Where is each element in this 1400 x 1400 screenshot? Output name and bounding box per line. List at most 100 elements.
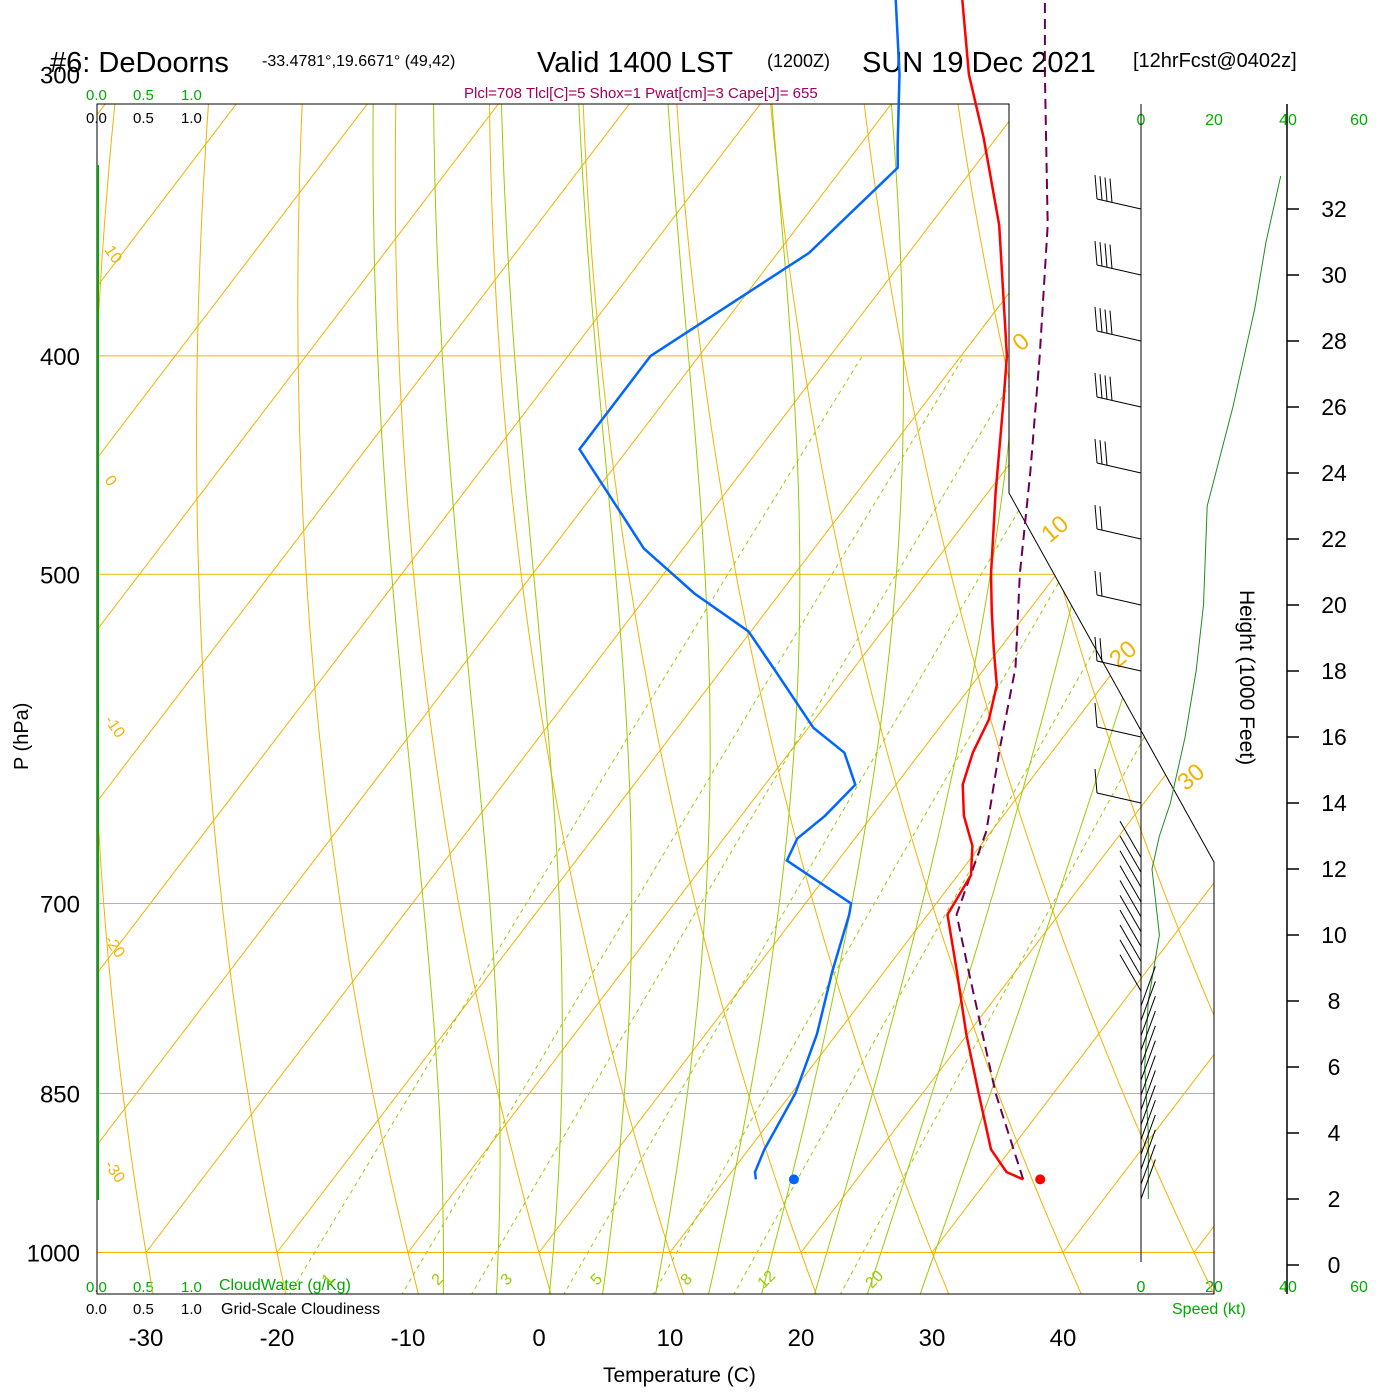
wind-barb xyxy=(1140,1085,1156,1125)
height-axis-title: Height (1000 Feet) xyxy=(1235,590,1258,765)
plot-area xyxy=(97,104,1214,1294)
wind-barb xyxy=(1096,528,1142,540)
temperature-tick-label: -10 xyxy=(391,1325,426,1352)
wind-barb xyxy=(1096,264,1142,276)
isotherm-line xyxy=(97,104,818,1253)
wind-barb xyxy=(1119,954,1142,992)
mixing-ratio-label: 12 xyxy=(755,1267,780,1292)
pressure-tick-label: 400 xyxy=(40,344,80,371)
isotherm-line xyxy=(97,104,1214,1253)
wind-barb-flag xyxy=(1094,636,1098,662)
wind-barb xyxy=(1140,1055,1156,1096)
temperature-tick-label: 0 xyxy=(532,1325,545,1352)
speed-tick-top-2: 40 xyxy=(1279,112,1297,129)
valid-time: Valid 1400 LST xyxy=(537,47,733,79)
station-title: #6: DeDoorns xyxy=(50,47,229,79)
dry-adiabat-line xyxy=(841,104,1214,1294)
wind-barb-flag xyxy=(1099,374,1103,399)
isotherm-line xyxy=(407,104,1214,1253)
isotherm-line xyxy=(669,104,1214,1253)
wind-barb-flag xyxy=(1094,768,1098,794)
height-tick-label: 14 xyxy=(1321,790,1347,816)
isotherm-line xyxy=(97,104,1214,1253)
wind-barb-flag xyxy=(1104,375,1108,400)
wind-barb xyxy=(1096,462,1142,474)
temperature-tick-label: 40 xyxy=(1050,1325,1077,1352)
height-tick-label: 4 xyxy=(1328,1120,1341,1146)
wind-barb xyxy=(1140,1144,1156,1185)
wind-barb-flag xyxy=(1109,244,1113,269)
height-tick-label: 28 xyxy=(1321,328,1347,354)
isotherm-line xyxy=(97,104,1080,1253)
height-tick-label: 30 xyxy=(1321,262,1347,288)
cloudiness-label: Grid-Scale Cloudiness xyxy=(221,1301,380,1318)
utc-time: (1200Z) xyxy=(767,51,830,71)
wind-barb xyxy=(1140,966,1156,1007)
dry-adiabat-line xyxy=(196,104,290,1294)
height-tick-label: 0 xyxy=(1328,1252,1341,1278)
mixing-ratio-line xyxy=(725,355,1214,1294)
dry-adiabat-label: -10 xyxy=(101,713,128,742)
mixing-ratio-label: 20 xyxy=(863,1267,888,1292)
mixing-ratio-label: 3 xyxy=(498,1271,516,1289)
parcel-path xyxy=(955,0,1049,1180)
y-axis-title: P (hPa) xyxy=(11,703,33,770)
dry-adiabat-label: 30 xyxy=(1172,758,1210,796)
wind-barb-flag xyxy=(1094,570,1098,596)
wind-barb-flag xyxy=(1104,177,1108,202)
wind-speed-line xyxy=(1144,175,1282,1199)
isotherm-line xyxy=(276,104,1214,1253)
cloud-scale-bottom-black-2: 1.0 xyxy=(181,1301,202,1318)
cloud-scale-bottom-green-2: 1.0 xyxy=(181,1279,202,1296)
cloud-scale-top-black-1: 0.5 xyxy=(133,110,154,127)
wind-barb xyxy=(1140,1114,1156,1155)
wind-barb xyxy=(1140,1025,1156,1066)
moist-adiabat-line xyxy=(914,104,1214,1294)
pressure-tick-label: 1000 xyxy=(27,1241,80,1268)
dry-adiabat-line xyxy=(1190,104,1214,1294)
wind-barb xyxy=(1096,198,1142,210)
moist-adiabat-line xyxy=(372,104,444,1294)
temperature-tick-label: -30 xyxy=(129,1325,164,1352)
dry-adiabat-label: 10 xyxy=(101,243,125,267)
isotherm-line xyxy=(1193,104,1214,1253)
wind-barb xyxy=(1119,850,1142,888)
wind-barb-flag xyxy=(1094,240,1098,266)
mixing-ratio-line xyxy=(462,355,1028,1294)
surface-dewpoint-dot xyxy=(788,1174,799,1185)
dewpoint-profile xyxy=(577,0,901,1180)
dry-adiabat-label: -20 xyxy=(101,933,128,962)
cloud-scale-top-green-1: 0.5 xyxy=(133,87,154,104)
wind-barb-flag xyxy=(1094,372,1098,398)
wind-barb-flag xyxy=(1094,702,1098,728)
wind-barb-flag xyxy=(1094,438,1098,464)
wind-barb-flag xyxy=(1109,376,1113,401)
height-tick-label: 8 xyxy=(1328,988,1341,1014)
moist-adiabat-line xyxy=(757,104,905,1294)
height-tick-label: 12 xyxy=(1321,856,1347,882)
isotherm-line xyxy=(97,104,1211,1253)
dry-adiabat-line xyxy=(488,104,690,1294)
wind-barb xyxy=(1119,835,1142,873)
wind-barb xyxy=(1119,865,1142,903)
height-tick-label: 20 xyxy=(1321,592,1347,618)
wind-barb xyxy=(1096,594,1142,606)
height-tick-label: 2 xyxy=(1328,1186,1341,1212)
wind-barb-flag xyxy=(1099,308,1103,333)
wind-barb xyxy=(1140,1040,1156,1081)
speed-tick-top-3: 60 xyxy=(1350,112,1368,129)
wind-barb-flag xyxy=(1104,441,1108,466)
wind-barb xyxy=(1119,924,1142,962)
wind-barb xyxy=(1119,895,1142,932)
mixing-ratio-line xyxy=(279,355,863,1294)
dry-adiabat-label: 0 xyxy=(1007,328,1035,357)
moist-adiabat-line xyxy=(572,104,633,1294)
temperature-tick-label: 30 xyxy=(919,1325,946,1352)
mixing-ratio-line xyxy=(831,355,1214,1294)
mixing-ratio-line xyxy=(554,355,1111,1294)
height-tick-label: 24 xyxy=(1321,460,1347,486)
cloud-scale-top-green-2: 1.0 xyxy=(181,87,202,104)
dry-adiabat-label: 20 xyxy=(1104,635,1142,673)
